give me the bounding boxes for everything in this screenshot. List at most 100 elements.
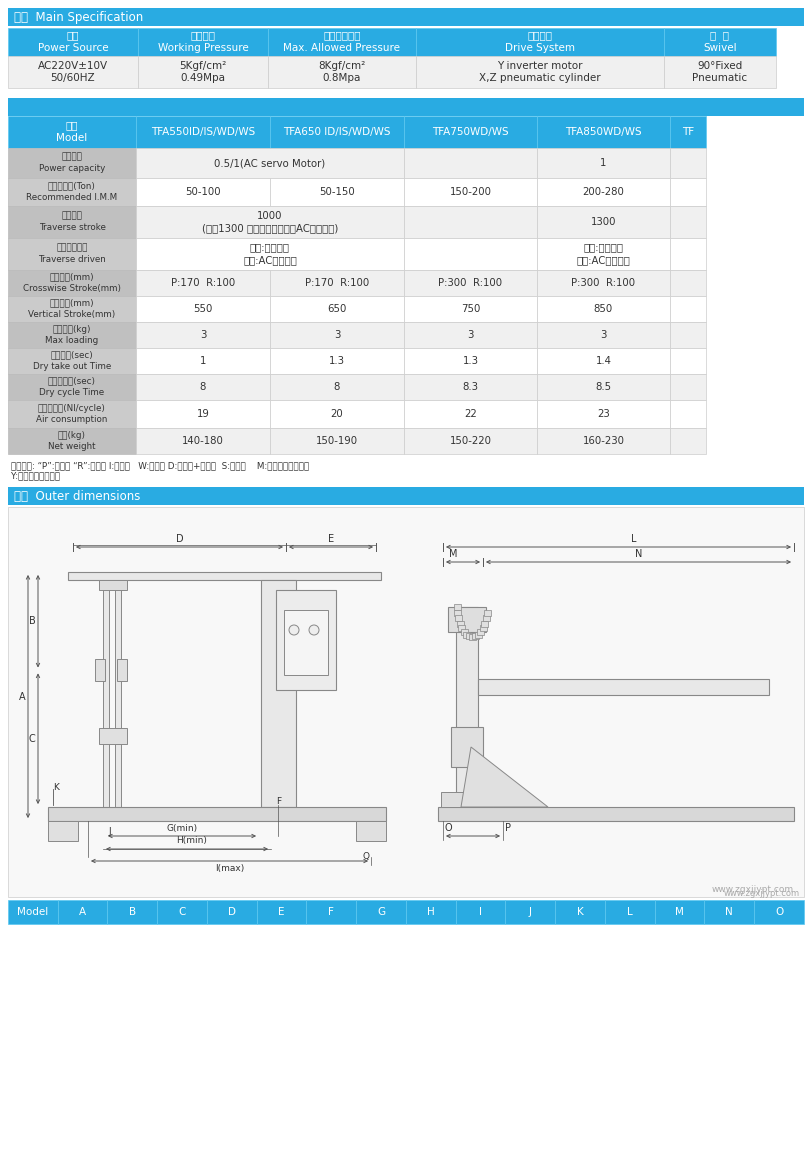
Bar [270,400,404,427]
Bar [469,634,475,640]
Bar [8,116,135,148]
Bar [135,322,270,348]
Bar [669,296,705,322]
Text: 160-230: 160-230 [581,435,624,446]
Bar [536,238,669,270]
Bar [8,178,135,206]
Text: 0.5/1(AC servo Motor): 0.5/1(AC servo Motor) [214,159,325,168]
Bar [268,28,415,56]
Text: 3: 3 [333,330,340,340]
Text: G(min): G(min) [166,824,197,833]
Bar [135,270,270,296]
Text: 尺寸  Outer dimensions: 尺寸 Outer dimensions [14,489,140,502]
Bar [448,607,486,632]
Bar [450,727,483,768]
Text: 5Kgf/cm²
0.49Mpa: 5Kgf/cm² 0.49Mpa [179,61,226,84]
Text: 空氣消耗量(Nl/cycle)
Air consumption: 空氣消耗量(Nl/cycle) Air consumption [36,403,108,424]
Text: M: M [448,549,457,560]
Bar [663,56,775,88]
Circle shape [309,625,319,635]
Bar [115,580,121,807]
Text: P: P [504,823,510,833]
Text: 1000
(選礔1300 必須用變頻馬達或AC伺服馬達): 1000 (選礔1300 必須用變頻馬達或AC伺服馬達) [202,210,337,233]
Bar [669,116,705,148]
Bar [458,625,465,631]
Bar [270,427,404,454]
Bar [135,206,404,238]
Circle shape [289,625,298,635]
Text: L: L [626,907,632,917]
Bar [8,270,135,296]
Bar [284,610,328,674]
Text: 150-200: 150-200 [449,187,491,196]
Text: 1.3: 1.3 [462,356,478,367]
Text: 3: 3 [200,330,206,340]
Bar [58,900,107,924]
Text: B: B [129,907,135,917]
Bar [404,375,536,400]
Bar [48,822,78,841]
Bar [555,900,604,924]
Bar [8,322,135,348]
Bar [455,616,461,622]
Text: 橫行行程
Traverse stroke: 橫行行程 Traverse stroke [38,211,105,232]
Text: 200-280: 200-280 [581,187,624,196]
Text: O: O [774,907,783,917]
Text: 90°Fixed
Pneumatic: 90°Fixed Pneumatic [692,61,747,84]
Bar [117,660,127,681]
Bar [415,28,663,56]
Text: Q: Q [362,851,369,861]
Bar [536,348,669,375]
Bar [48,807,385,822]
Bar [669,348,705,375]
Text: 全循環時間(sec)
Dry cycle Time: 全循環時間(sec) Dry cycle Time [40,377,105,398]
Text: F: F [276,797,281,807]
Text: AC220V±10V
50/60HZ: AC220V±10V 50/60HZ [38,61,108,84]
Bar [669,148,705,178]
Bar [8,238,135,270]
Bar [669,270,705,296]
Bar [483,616,489,622]
Bar [669,178,705,206]
Text: J: J [109,826,111,835]
Text: 橫行驅動方式
Traverse driven: 橫行驅動方式 Traverse driven [38,244,105,264]
Text: TFA650 ID/IS/WD/WS: TFA650 ID/IS/WD/WS [283,128,390,137]
Text: D: D [175,534,183,543]
Text: 驅動方式
Drive System: 驅動方式 Drive System [504,31,574,53]
Bar [157,900,207,924]
Text: K: K [53,782,59,792]
Bar [356,900,406,924]
Text: L: L [630,534,636,543]
Bar [404,238,536,270]
Text: A: A [79,907,86,917]
Bar [536,178,669,206]
Bar [8,98,803,116]
Text: K: K [576,907,583,917]
Bar [270,375,404,400]
Text: 8.3: 8.3 [462,381,478,392]
Bar [456,620,463,626]
Bar [107,900,157,924]
Text: N: N [634,549,642,560]
Text: 50-100: 50-100 [185,187,221,196]
Bar [669,375,705,400]
Bar [463,632,470,638]
Bar [276,589,336,691]
Bar [270,178,404,206]
Text: B: B [28,616,36,626]
Bar [536,322,669,348]
Bar [103,580,109,807]
Bar [669,427,705,454]
Polygon shape [461,747,547,807]
Bar [604,900,654,924]
Text: M: M [675,907,683,917]
Text: Model: Model [17,907,49,917]
Text: 150-220: 150-220 [449,435,491,446]
Text: 1.4: 1.4 [594,356,611,367]
Bar [135,178,270,206]
Bar [474,632,481,638]
Bar [95,660,105,681]
Bar [404,116,536,148]
Bar [8,28,138,56]
Bar [404,427,536,454]
